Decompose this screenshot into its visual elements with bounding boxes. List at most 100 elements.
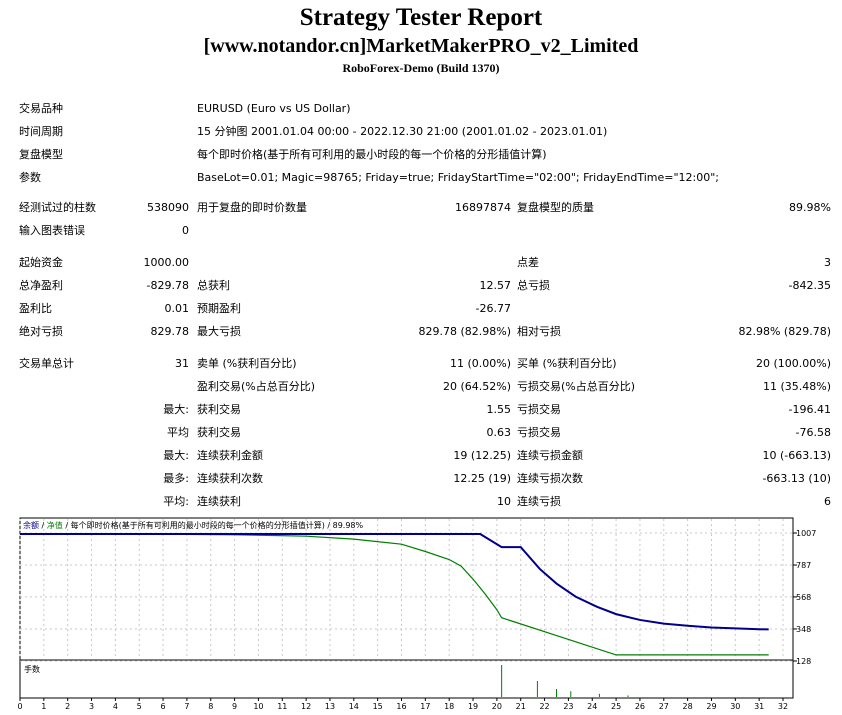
x-tick-label: 24: [587, 702, 597, 711]
maximal-drawdown-label: 最大亏损: [197, 325, 241, 338]
y-tick-label: 1007: [796, 529, 816, 538]
ticks-value: 16897874: [455, 201, 511, 214]
y-tick-label: 348: [796, 625, 811, 634]
x-tick-label: 12: [301, 702, 311, 711]
net-profit-value: -829.78: [146, 279, 189, 292]
x-tick-label: 0: [17, 702, 22, 711]
largest-loss-label: 亏损交易: [517, 403, 561, 416]
y-tick-label: 128: [796, 657, 811, 666]
x-tick-label: 19: [468, 702, 478, 711]
symbol-value: EURUSD (Euro vs US Dollar): [197, 102, 351, 115]
relative-drawdown-label: 相对亏损: [517, 325, 561, 338]
model-label: 复盘模型: [19, 148, 63, 161]
x-tick-label: 18: [444, 702, 454, 711]
x-tick-label: 31: [754, 702, 764, 711]
params-label: 参数: [19, 171, 41, 184]
x-tick-label: 30: [730, 702, 740, 711]
symbol-label: 交易品种: [19, 102, 63, 115]
long-positions-label: 买单 (%获利百分比): [517, 357, 617, 370]
avg-row-label: 平均:: [163, 495, 189, 508]
model-quality-label: 复盘模型的质量: [517, 201, 594, 214]
x-tick-label: 14: [349, 702, 359, 711]
loss-trades-value: 11 (35.48%): [762, 380, 831, 393]
deposit-value: 1000.00: [143, 256, 190, 269]
loss-trades-label: 亏损交易(%占总百分比): [517, 380, 636, 393]
x-tick-label: 15: [373, 702, 383, 711]
absolute-drawdown-label: 绝对亏损: [19, 325, 63, 338]
average-row-label: 平均: [167, 426, 189, 439]
net-profit-label: 总净盈利: [19, 279, 63, 292]
largest-row-label: 最大:: [163, 403, 189, 416]
profit-factor-value: 0.01: [164, 302, 190, 315]
gross-profit-value: 12.57: [479, 279, 512, 292]
x-tick-label: 26: [635, 702, 645, 711]
x-tick-label: 6: [161, 702, 166, 711]
x-tick-label: 10: [253, 702, 263, 711]
x-tick-label: 22: [539, 702, 549, 711]
max-consecutive-losses-value: 10 (-663.13): [762, 449, 831, 462]
x-tick-label: 21: [516, 702, 526, 711]
y-tick-label: 787: [796, 561, 811, 570]
x-tick-label: 32: [778, 702, 788, 711]
gross-profit-label: 总获利: [197, 279, 230, 292]
x-tick-label: 28: [683, 702, 693, 711]
expected-payoff-label: 预期盈利: [197, 302, 241, 315]
maximal-drawdown-value: 829.78 (82.98%): [418, 325, 511, 338]
maximal-row-label: 最多:: [163, 472, 189, 485]
max-consecutive-profit-label: 连续获利次数: [197, 472, 263, 485]
balance-line: [20, 533, 769, 631]
avg-consecutive-losses-value: 6: [824, 495, 831, 508]
maximum-row-label: 最大:: [163, 449, 189, 462]
total-trades-value: 31: [175, 357, 189, 370]
short-positions-value: 11 (0.00%): [449, 357, 511, 370]
max-consecutive-loss-value: -663.13 (10): [762, 472, 831, 485]
period-value: 15 分钟图 2001.01.04 00:00 - 2022.12.30 21:…: [197, 125, 608, 138]
profit-factor-label: 盈利比: [19, 302, 52, 315]
gross-loss-value: -842.35: [788, 279, 831, 292]
x-tick-label: 5: [137, 702, 142, 711]
legend-balance: 余额: [23, 520, 39, 530]
equity-line: [20, 533, 769, 656]
chart-legend: 余额 / 净值 / 每个即时价格(基于所有可利用的最小时段的每一个价格的分形插值…: [23, 520, 364, 530]
y-tick-label: 568: [796, 593, 811, 602]
max-consecutive-losses-label: 连续亏损金额: [517, 449, 583, 462]
server-build: RoboForex-Demo (Build 1370): [342, 61, 500, 75]
x-tick-label: 2: [65, 702, 70, 711]
spread-label: 点差: [517, 256, 539, 269]
x-tick-label: 20: [492, 702, 502, 711]
x-tick-label: 16: [396, 702, 406, 711]
x-axis-ticks: 0 1 2 3 4 5 6 7 8 9 10 11 12 13 14 15 16 17 18 19 20 21 22 23 24…: [17, 698, 788, 711]
max-consecutive-wins-value: 19 (12.25): [453, 449, 511, 462]
average-loss-label: 亏损交易: [517, 426, 561, 439]
legend-rest: / 每个即时价格(基于所有可利用的最小时段的每一个价格的分形插值计算) / 89…: [65, 520, 363, 530]
y-axis-ticks: 1007 787 568 348 128: [793, 529, 816, 666]
absolute-drawdown-value: 829.78: [150, 325, 190, 338]
expected-payoff-value: -26.77: [475, 302, 511, 315]
x-tick-label: 17: [420, 702, 430, 711]
volume-label: 手数: [24, 664, 40, 674]
average-loss-value: -76.58: [795, 426, 831, 439]
x-tick-label: 8: [208, 702, 213, 711]
largest-profit-value: 1.55: [486, 403, 512, 416]
relative-drawdown-value: 82.98% (829.78): [738, 325, 831, 338]
avg-consecutive-losses-label: 连续亏损: [517, 495, 561, 508]
period-label: 时间周期: [19, 125, 63, 138]
x-tick-label: 4: [113, 702, 118, 711]
x-tick-label: 25: [611, 702, 621, 711]
max-consecutive-profit-value: 12.25 (19): [453, 472, 511, 485]
legend-separator: /: [42, 521, 45, 530]
x-tick-label: 1: [41, 702, 46, 711]
x-tick-label: 13: [325, 702, 335, 711]
avg-consecutive-wins-value: 10: [497, 495, 511, 508]
profit-trades-label: 盈利交易(%占总百分比): [197, 380, 316, 393]
volume-bars: [501, 665, 629, 697]
chart-frame: [19, 517, 794, 699]
average-profit-label: 获利交易: [197, 426, 241, 439]
long-positions-value: 20 (100.00%): [755, 357, 831, 370]
x-tick-label: 29: [706, 702, 716, 711]
x-tick-label: 3: [89, 702, 94, 711]
avg-consecutive-wins-label: 连续获利: [197, 495, 241, 508]
expert-name: [www.notandor.cn]MarketMakerPRO_v2_Limit…: [203, 35, 639, 57]
gross-loss-label: 总亏损: [517, 279, 550, 292]
